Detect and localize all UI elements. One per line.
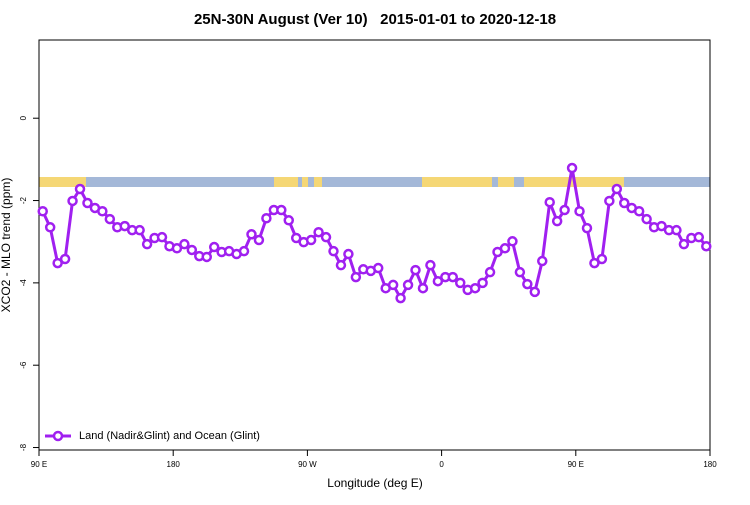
data-point: [581, 222, 593, 234]
data-point: [97, 205, 108, 217]
data-point: [417, 282, 429, 294]
data-point: [574, 205, 585, 217]
land-band: [39, 177, 86, 187]
data-point: [529, 286, 541, 298]
data-point: [37, 205, 48, 217]
x-tick-label: 180: [703, 460, 717, 469]
data-point: [604, 195, 615, 207]
data-point: [104, 213, 116, 225]
x-tick-label: 90 W: [298, 460, 317, 469]
data-point: [693, 231, 705, 243]
y-tick-label: -2: [19, 196, 28, 204]
data-point: [469, 282, 481, 294]
data-point: [156, 231, 168, 243]
data-point: [328, 245, 339, 257]
data-point: [402, 279, 414, 291]
data-point: [246, 229, 257, 240]
data-point: [179, 238, 190, 250]
y-tick-label: 0: [19, 115, 28, 120]
data-point: [276, 204, 287, 216]
data-point: [656, 220, 667, 232]
land-band: [302, 177, 308, 187]
data-point: [619, 197, 630, 209]
data-point: [507, 236, 518, 247]
data-point: [201, 251, 212, 263]
data-point: [134, 224, 145, 236]
x-tick-label: 90 E: [568, 460, 584, 469]
data-point: [387, 279, 399, 291]
land-band: [422, 177, 492, 187]
data-point: [596, 253, 608, 265]
data-point: [522, 278, 533, 290]
x-tick-label: 0: [439, 460, 444, 469]
data-point: [74, 183, 86, 195]
land-band: [314, 177, 322, 187]
data-point: [477, 277, 488, 289]
y-tick-label: -4: [19, 279, 28, 287]
data-point: [514, 266, 526, 278]
data-point: [611, 183, 623, 195]
x-tick-label: 90 E: [31, 460, 47, 469]
land-ocean-strip: [39, 177, 710, 187]
x-tick-label: 180: [167, 460, 181, 469]
data-point: [484, 266, 496, 278]
data-point: [537, 255, 548, 267]
chart-title: 25N-30N August (Ver 10) 2015-01-01 to 20…: [194, 11, 556, 28]
data-point: [253, 234, 265, 246]
data-point: [566, 162, 578, 174]
data-point: [447, 271, 459, 283]
data-point: [238, 245, 250, 257]
data-point: [701, 240, 712, 252]
data-point: [261, 212, 272, 224]
data-point: [82, 197, 93, 209]
data-point: [186, 244, 198, 256]
plot-frame: [38, 39, 711, 451]
data-point: [589, 257, 600, 269]
data-point: [67, 195, 78, 207]
x-axis-label: Longitude (deg E): [327, 476, 422, 490]
y-tick-label: -8: [19, 443, 28, 451]
y-axis-label: XCO2 - MLO trend (ppm): [0, 178, 13, 313]
data-point: [44, 222, 56, 233]
data-point: [119, 220, 130, 232]
data-point: [633, 205, 645, 217]
data-point: [171, 243, 183, 254]
data-point: [499, 243, 511, 254]
data-point: [395, 292, 406, 304]
data-point: [305, 234, 317, 246]
y-tick-label: -6: [19, 361, 28, 369]
data-point: [350, 271, 362, 283]
data-point: [335, 259, 347, 271]
data-point: [559, 204, 570, 216]
legend-label: Land (Nadir&Glint) and Ocean (Glint): [79, 430, 260, 442]
data-point: [283, 215, 295, 226]
data-point: [208, 241, 220, 253]
data-point: [290, 232, 302, 244]
data-point: [52, 257, 63, 269]
legend-marker: [52, 430, 64, 442]
data-point: [141, 238, 153, 250]
data-point: [671, 224, 682, 236]
data-point: [343, 248, 354, 260]
data-point: [320, 231, 332, 243]
data-point: [425, 259, 436, 271]
data-point: [59, 253, 71, 265]
data-point: [641, 213, 652, 225]
ocean-band: [39, 177, 710, 187]
data-point: [454, 277, 466, 289]
data-point: [678, 238, 690, 250]
land-band: [274, 177, 298, 187]
data-point: [551, 215, 563, 227]
data-point: [372, 262, 384, 274]
data-point: [410, 264, 421, 276]
data-point: [544, 196, 555, 208]
land-band: [498, 177, 514, 187]
data-point: [313, 226, 324, 238]
data-point: [432, 275, 444, 287]
